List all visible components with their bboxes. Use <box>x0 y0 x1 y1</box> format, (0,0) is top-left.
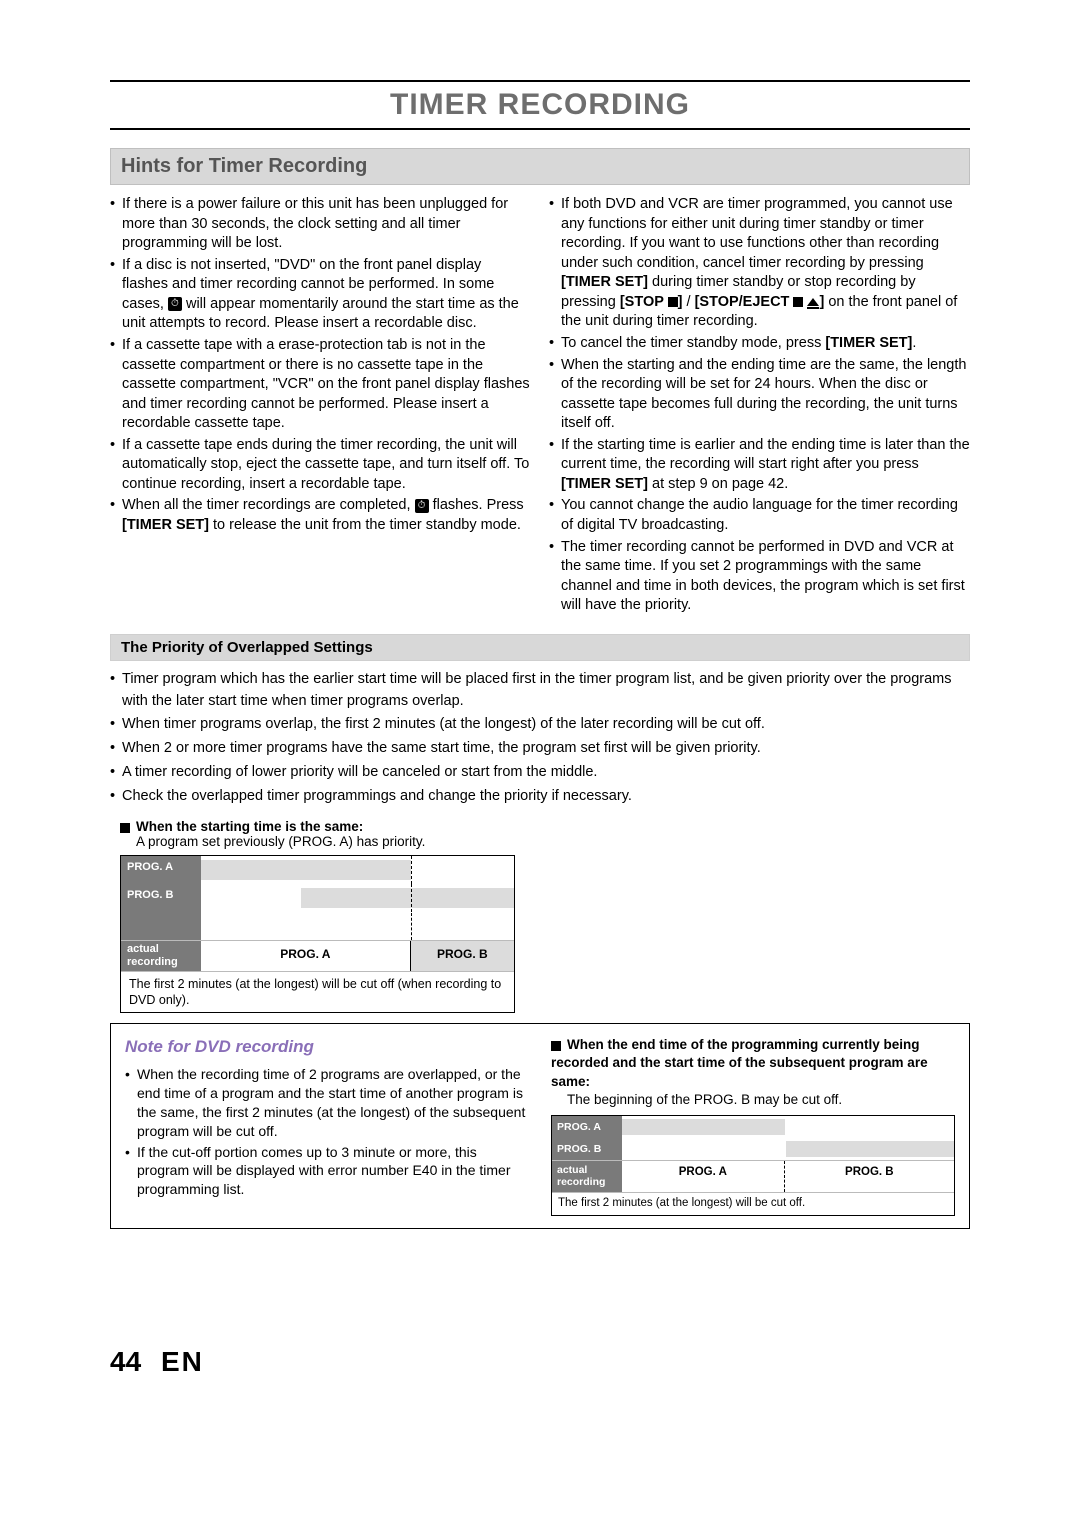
hint-item: When the starting and the ending time ar… <box>549 356 970 434</box>
square-bullet-icon <box>120 823 130 833</box>
hint-item: If there is a power failure or this unit… <box>110 195 531 254</box>
diagram1-title-text: When the starting time is the same: <box>136 819 363 834</box>
hint-item: If a cassette tape ends during the timer… <box>110 436 531 495</box>
dvd-note-box: Note for DVD recording When the recordin… <box>110 1023 970 1229</box>
priority-item: A timer recording of lower priority will… <box>110 762 970 784</box>
page-lang: EN <box>161 1346 204 1377</box>
hint-item: You cannot change the audio language for… <box>549 496 970 535</box>
hints-left-col: If there is a power failure or this unit… <box>110 195 531 618</box>
d1-bar-a <box>201 860 411 880</box>
d1-note: The first 2 minutes (at the longest) wil… <box>121 971 514 1013</box>
d2-label-actual: actual recording <box>552 1161 622 1192</box>
d1-cell-b: PROG. B <box>411 941 514 970</box>
stop-icon <box>793 297 803 307</box>
d2-cell-a: PROG. A <box>622 1161 785 1192</box>
timer-icon: ⏱ <box>415 499 429 513</box>
diagram1-title: When the starting time is the same: <box>120 819 970 834</box>
hint-text: When the starting and the ending time ar… <box>561 357 966 432</box>
priority-item: Check the overlapped timer programmings … <box>110 786 970 808</box>
hint-text: The timer recording cannot be performed … <box>561 539 965 614</box>
d1-label-actual: actual recording <box>121 941 201 970</box>
hint-item: If both DVD and VCR are timer programmed… <box>549 195 970 332</box>
d2-cell-b: PROG. B <box>785 1161 954 1192</box>
hint-text: You cannot change the audio language for… <box>561 497 958 533</box>
diagram2-title-text: When the end time of the programming cur… <box>551 1037 928 1088</box>
d2-label-b: PROG. B <box>552 1138 622 1160</box>
priority-item: Timer program which has the earlier star… <box>110 669 970 713</box>
d2-label-a: PROG. A <box>552 1116 622 1138</box>
hint-item: If a cassette tape with a erase-protecti… <box>110 336 531 434</box>
overlap-diagram-2: PROG. A PROG. B actual recording PROG. A… <box>551 1115 955 1216</box>
priority-item: When timer programs overlap, the first 2… <box>110 714 970 736</box>
hint-text: If a cassette tape ends during the timer… <box>122 437 529 492</box>
stop-icon <box>668 297 678 307</box>
eject-icon <box>807 298 819 306</box>
page-number: 44 <box>110 1346 141 1377</box>
d1-label-b: PROG. B <box>121 884 201 912</box>
square-bullet-icon <box>551 1041 561 1051</box>
hints-right-col: If both DVD and VCR are timer programmed… <box>549 195 970 618</box>
hint-item: If a disc is not inserted, "DVD" on the … <box>110 256 531 334</box>
hint-item: When all the timer recordings are comple… <box>110 496 531 535</box>
d1-divider <box>411 913 412 940</box>
hint-text: If there is a power failure or this unit… <box>122 196 508 251</box>
diagram2-caption: The beginning of the PROG. B may be cut … <box>567 1091 955 1109</box>
d1-label-blank <box>121 912 201 940</box>
hint-item: To cancel the timer standby mode, press … <box>549 334 970 354</box>
diagram2-title: When the end time of the programming cur… <box>551 1036 955 1091</box>
note-item: If the cut-off portion comes up to 3 min… <box>125 1143 529 1200</box>
top-rule-2 <box>110 128 970 130</box>
hints-heading: Hints for Timer Recording <box>110 148 970 185</box>
overlap-diagram-1: PROG. A PROG. B actual recording PROG. A… <box>120 855 515 1013</box>
d1-label-a: PROG. A <box>121 856 201 884</box>
hint-item: If the starting time is earlier and the … <box>549 436 970 495</box>
hint-item: The timer recording cannot be performed … <box>549 538 970 616</box>
d2-bar-b <box>785 1141 954 1157</box>
d1-bar-b <box>301 888 514 908</box>
note-title: Note for DVD recording <box>125 1036 529 1059</box>
d1-divider <box>411 884 412 912</box>
note-item: When the recording time of 2 programs ar… <box>125 1065 529 1141</box>
d1-cell-a: PROG. A <box>201 941 411 970</box>
page-footer: 44 EN <box>110 1346 204 1378</box>
priority-heading: The Priority of Overlapped Settings <box>110 634 970 661</box>
d1-divider <box>411 856 412 884</box>
d2-bar-a <box>622 1119 785 1135</box>
timer-icon: ⏱ <box>168 297 182 311</box>
hint-text: If a cassette tape with a erase-protecti… <box>122 337 530 431</box>
priority-list: Timer program which has the earlier star… <box>110 669 970 808</box>
priority-item: When 2 or more timer programs have the s… <box>110 738 970 760</box>
chapter-title: TIMER RECORDING <box>110 88 970 122</box>
diagram1-caption: A program set previously (PROG. A) has p… <box>136 834 970 849</box>
top-rule <box>110 80 970 82</box>
hints-columns: If there is a power failure or this unit… <box>110 195 970 618</box>
d2-note: The first 2 minutes (at the longest) wil… <box>552 1192 954 1215</box>
